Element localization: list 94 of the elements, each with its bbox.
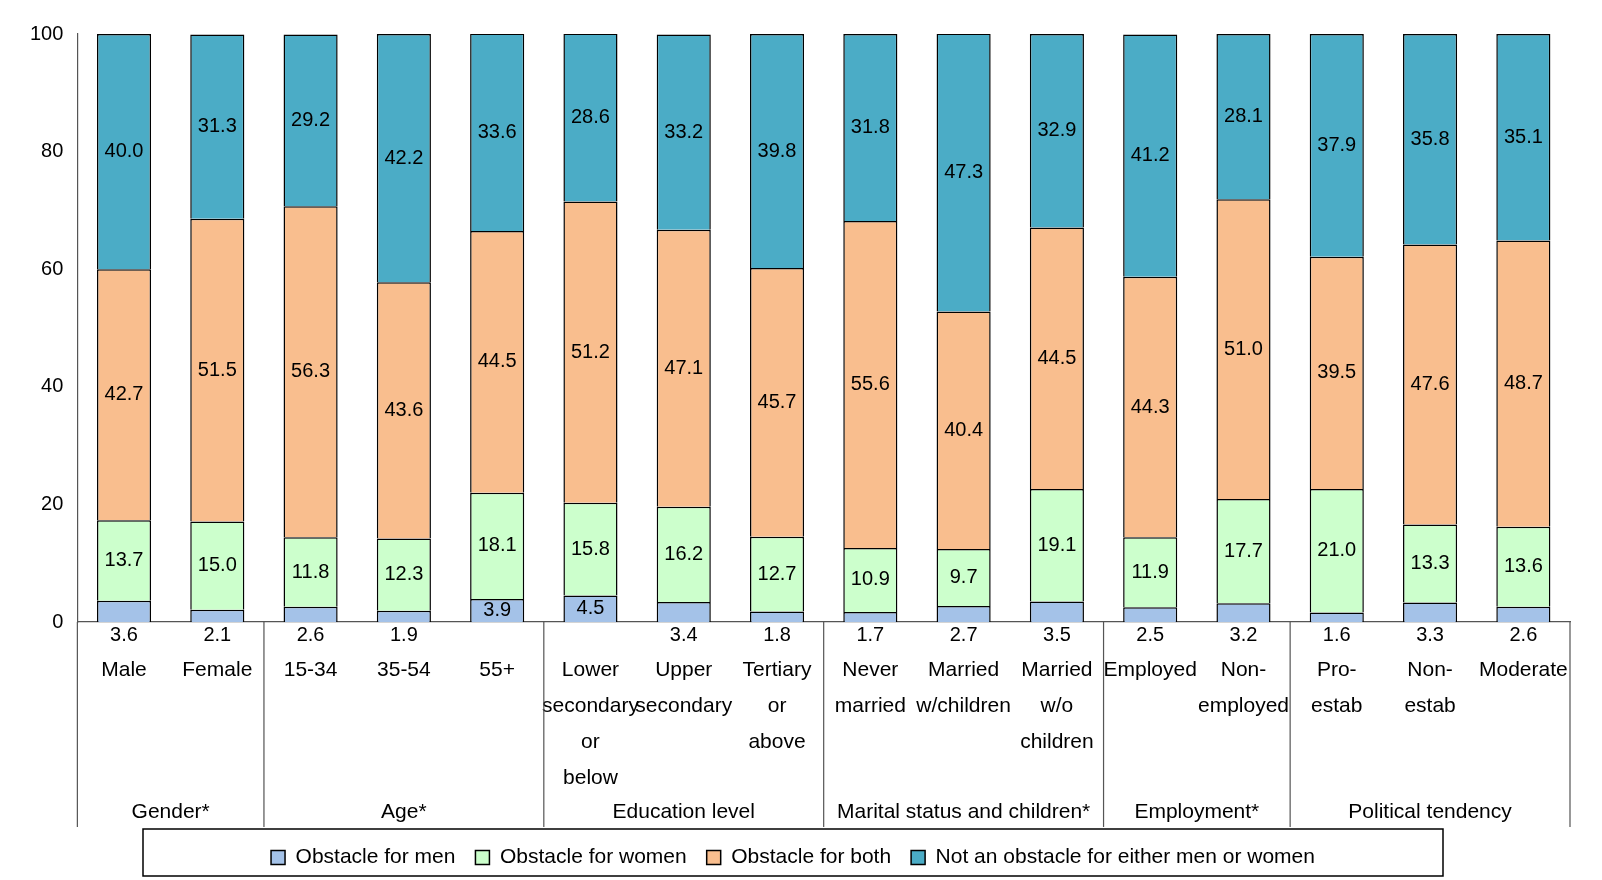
data-label: 44.5 <box>1037 345 1077 368</box>
text: Employment* <box>1134 799 1260 823</box>
text: Age* <box>381 799 427 823</box>
data-label: 56.3 <box>291 359 331 382</box>
data-label: 3.4 <box>669 622 698 645</box>
data-label: 51.2 <box>570 339 610 362</box>
x-tick-label: 15-34 <box>283 656 338 680</box>
data-label: 31.3 <box>197 114 237 137</box>
data-label: 16.2 <box>664 541 704 564</box>
legend-label: Obstacle for men <box>295 844 456 868</box>
text: Marital status and children* <box>836 799 1091 823</box>
data-label: 51.5 <box>197 357 237 380</box>
data-label: 17.7 <box>1224 538 1263 561</box>
data-label: 44.3 <box>1130 394 1170 417</box>
data-label: 1.6 <box>1322 622 1351 645</box>
x-tick-label: Married w/o children <box>1020 656 1094 753</box>
data-label: 21.0 <box>1317 538 1357 561</box>
data-label: 33.2 <box>664 119 704 142</box>
data-label: 15.0 <box>197 553 237 576</box>
x-tick-label: Non-employed <box>1197 656 1290 716</box>
data-label: 13.7 <box>104 548 144 571</box>
data-label: 42.7 <box>104 382 144 405</box>
data-label: 2.7 <box>949 622 978 645</box>
x-tick-label: Non-estab <box>1404 656 1456 716</box>
x-tick-label: 35-54 <box>377 656 432 680</box>
data-label: 31.8 <box>850 115 890 138</box>
data-label: 29.2 <box>291 107 331 130</box>
data-label: 35.8 <box>1410 126 1450 149</box>
data-label: 2.6 <box>1509 622 1538 645</box>
data-label: 45.7 <box>757 389 797 412</box>
text: Political tendency <box>1348 799 1513 823</box>
data-label: 43.6 <box>384 397 424 420</box>
data-label: 55.6 <box>850 371 890 394</box>
text: Education level <box>612 799 755 823</box>
x-tick-label: Tertiary or above <box>742 656 812 753</box>
legend-label: Obstacle for women <box>499 844 687 868</box>
data-label: 41.2 <box>1130 143 1170 166</box>
data-label: 10.9 <box>850 567 890 590</box>
data-label: 3.2 <box>1229 622 1258 645</box>
data-label: 47.6 <box>1410 371 1450 394</box>
data-label: 9.7 <box>949 565 978 588</box>
data-label: 2.6 <box>296 622 325 645</box>
y-tick-label: 80 <box>41 139 64 162</box>
legend-label: Obstacle for both <box>731 844 892 868</box>
data-label: 39.5 <box>1317 360 1357 383</box>
data-label: 2.1 <box>203 622 232 645</box>
x-tick-label: Employed <box>1103 656 1197 680</box>
y-tick-label: 100 <box>29 21 64 44</box>
data-label: 39.8 <box>757 138 797 161</box>
data-label: 12.3 <box>384 562 424 585</box>
data-label: 15.8 <box>570 536 610 559</box>
data-label: 18.1 <box>477 533 517 556</box>
data-label: 28.1 <box>1224 104 1263 127</box>
data-label: 37.9 <box>1317 132 1357 155</box>
data-label: 3.9 <box>483 598 512 621</box>
data-label: 33.6 <box>477 119 517 142</box>
data-label: 44.5 <box>477 349 517 372</box>
data-label: 13.3 <box>1410 551 1450 574</box>
data-label: 13.6 <box>1503 554 1543 577</box>
data-label: 3.3 <box>1416 622 1444 645</box>
data-label: 1.7 <box>856 622 885 645</box>
data-label: 11.9 <box>1131 559 1169 582</box>
data-label: 47.1 <box>664 355 704 378</box>
y-tick-label: 60 <box>41 256 64 279</box>
data-label: 40.4 <box>944 417 984 440</box>
data-label: 47.3 <box>944 159 984 182</box>
data-label: 3.6 <box>110 622 138 645</box>
data-label: 32.9 <box>1037 118 1077 141</box>
data-label: 1.9 <box>389 622 418 645</box>
data-label: 35.1 <box>1503 124 1543 147</box>
y-tick-label: 0 <box>52 609 64 632</box>
y-tick-label: 40 <box>41 374 64 397</box>
data-label: 48.7 <box>1503 371 1543 394</box>
legend-label: Not an obstacle for either men or women <box>935 844 1315 868</box>
x-tick-label: Never married <box>834 656 906 716</box>
x-tick-label: Pro-estab <box>1311 656 1363 716</box>
data-label: 42.2 <box>384 145 424 168</box>
x-tick-label: Moderate <box>1479 656 1568 680</box>
data-label: 12.7 <box>757 561 797 584</box>
x-tick-label: Female <box>182 656 253 680</box>
data-label: 40.0 <box>104 139 144 162</box>
data-label: 28.6 <box>570 105 610 128</box>
text: Gender* <box>131 799 210 823</box>
x-tick-label: Male <box>101 656 147 680</box>
y-tick-label: 20 <box>41 491 64 514</box>
data-label: 4.5 <box>576 596 605 619</box>
x-tick-label: Married w/children <box>915 656 1011 716</box>
data-label: 1.8 <box>763 622 791 645</box>
x-tick-label: 55+ <box>479 656 515 680</box>
data-label: 51.0 <box>1224 336 1263 359</box>
data-label: 3.5 <box>1043 622 1071 645</box>
data-label: 2.5 <box>1136 622 1165 645</box>
data-label: 11.8 <box>291 559 330 582</box>
data-label: 19.1 <box>1037 532 1077 555</box>
